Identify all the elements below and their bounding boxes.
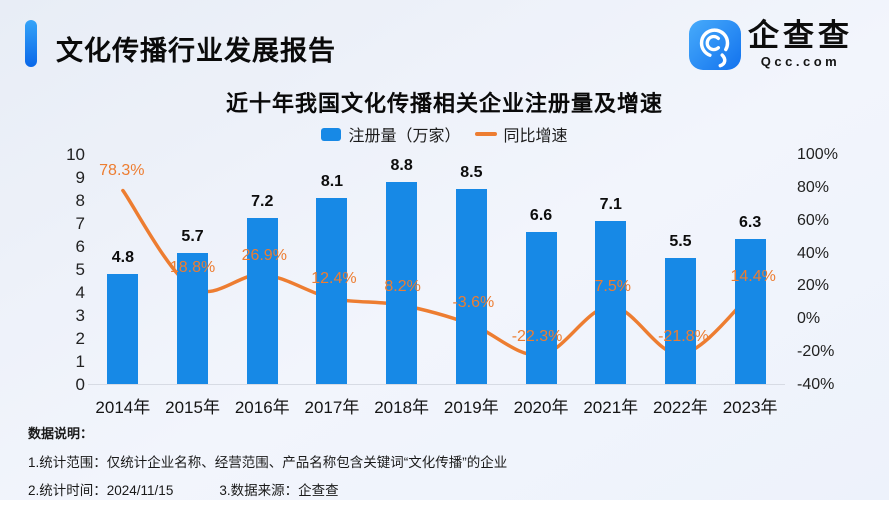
legend-item-registrations: 注册量（万家）: [321, 122, 461, 146]
legend-item-growth: 同比增速: [474, 122, 568, 146]
bar-2020年: [525, 232, 557, 384]
growth-rate-label: 14.4%: [730, 267, 776, 285]
bar-2019年: [455, 188, 487, 384]
x-axis: 2014年 2015年 2016年 2017年 2018年 2019年 2020年 2021年…: [88, 393, 785, 417]
x-axis-label: 2018年: [374, 398, 430, 417]
data-notes: 数据说明： 1.统计范围：仅统计企业名称、经营范围、产品名称包含关键词“文化传播…: [28, 423, 861, 507]
growth-rate-label: -3.6%: [452, 294, 495, 312]
note-scope: 1.统计范围：仅统计企业名称、经营范围、产品名称包含关键词“文化传播”的企业: [28, 455, 508, 470]
y-axis-left-tick: 1: [75, 352, 85, 371]
y-axis-left-tick: 5: [75, 260, 85, 279]
bar-2016年: [246, 218, 278, 384]
x-axis-label: 2017年: [304, 398, 360, 417]
qcc-logo: 企查查 Qcc.com: [689, 20, 853, 70]
bar-value-label: 4.8: [111, 248, 134, 266]
notes-title: 数据说明：: [28, 426, 94, 441]
chart-title: 近十年我国文化传播相关企业注册量及增速: [225, 91, 663, 116]
report-title: 文化传播行业发展报告: [56, 36, 336, 66]
bar-2021年: [595, 220, 627, 384]
bar-value-label: 8.5: [460, 163, 483, 181]
x-axis-label: 2016年: [234, 398, 290, 417]
plot-area: 4.8 5.7 7.2 8.1 8.8 8.5 6.6 7.1 5.5 6.3 78.3% 18.8%…: [88, 155, 785, 385]
growth-rate-label: 18.8%: [169, 259, 216, 277]
bar-value-label: 6.6: [529, 207, 553, 225]
growth-rate-label: -22.3%: [511, 327, 563, 345]
bar-value-label: 5.5: [669, 232, 692, 250]
title-accent-bar: [25, 20, 37, 67]
qcc-logo-text: 企查查 Qcc.com: [748, 20, 853, 69]
y-axis-right-tick: 40%: [797, 244, 830, 262]
y-axis-right-tick: 20%: [797, 277, 830, 295]
note-source: 3.数据来源：企查查: [219, 483, 339, 498]
bar-value-label: 8.8: [390, 156, 413, 174]
y-axis-left: 10 9 8 7 6 5 4 3 2 1 0: [0, 145, 85, 394]
y-axis-left-tick: 9: [75, 168, 85, 187]
bar-2015年: [177, 252, 209, 384]
chart-legend: 注册量（万家） 同比增速: [0, 122, 889, 146]
bar-value-label: 7.1: [599, 195, 622, 213]
y-axis-right-tick: 100%: [797, 146, 838, 163]
x-axis-label: 2022年: [653, 398, 708, 417]
y-axis-left-tick: 10: [66, 145, 85, 164]
y-axis-left-tick: 4: [75, 283, 85, 302]
y-axis-left-tick: 7: [75, 214, 85, 233]
x-axis-label: 2021年: [583, 398, 639, 417]
legend-label: 注册量（万家）: [348, 128, 461, 145]
x-axis-label: 2019年: [443, 398, 499, 417]
growth-rate-label: 7.5%: [594, 277, 631, 295]
line-dash-icon: [474, 132, 497, 136]
y-axis-right-tick: 80%: [797, 178, 830, 196]
bar-2023年: [734, 239, 766, 384]
qcc-logo-domain: Qcc.com: [760, 53, 841, 69]
qcc-logo-icon: [689, 20, 741, 70]
bar-swatch-icon: [321, 127, 342, 141]
bar-value-label: 7.2: [251, 193, 274, 211]
qcc-logo-name: 企查查: [748, 18, 853, 53]
y-axis-left-tick: 2: [75, 329, 85, 348]
growth-line: [121, 188, 752, 357]
growth-rate-label: -21.8%: [658, 328, 709, 346]
y-axis-right-tick: 0%: [797, 310, 821, 328]
growth-rate-label: 8.2%: [384, 277, 421, 295]
y-axis-right: 100% 80% 60% 40% 20% 0% -20% -40%: [797, 146, 887, 393]
y-axis-right-tick: 60%: [797, 211, 830, 229]
bar-2022年: [664, 257, 696, 384]
y-axis-left-tick: 8: [75, 191, 85, 210]
note-date: 2.统计时间：2024/11/15: [28, 483, 174, 498]
bar-value-label: 8.1: [320, 172, 344, 190]
y-axis-left-tick: 6: [75, 237, 85, 256]
bar-2014年: [107, 273, 139, 384]
x-axis-label: 2023年: [722, 398, 778, 417]
growth-rate-label: 26.9%: [241, 247, 287, 265]
y-axis-left-tick: 0: [75, 375, 85, 394]
y-axis-right-tick: -20%: [797, 343, 835, 361]
legend-label: 同比增速: [503, 128, 568, 145]
y-axis-right-tick: -40%: [797, 376, 835, 393]
x-axis-label: 2014年: [95, 398, 151, 417]
bar-value-label: 6.3: [739, 214, 762, 232]
bar-value-label: 5.7: [181, 227, 204, 245]
growth-rate-label: 12.4%: [311, 269, 357, 287]
growth-rate-label: 78.3%: [99, 161, 145, 179]
bar-2017年: [316, 197, 348, 384]
y-axis-left-tick: 3: [75, 306, 85, 325]
bar-2018年: [386, 181, 418, 384]
x-axis-label: 2015年: [165, 398, 220, 417]
x-axis-label: 2020年: [513, 398, 569, 417]
